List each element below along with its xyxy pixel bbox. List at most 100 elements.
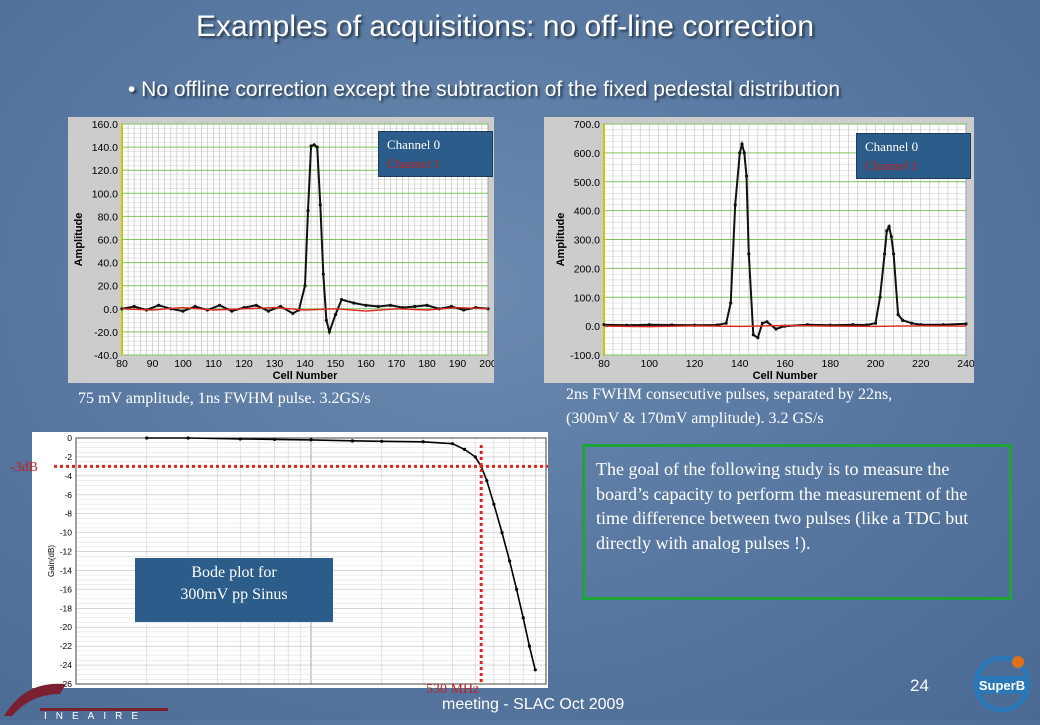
x-tick-label: 90 [147, 358, 159, 370]
data-point [450, 442, 455, 446]
x-tick-label: 140 [731, 358, 749, 370]
data-point [318, 203, 322, 207]
bode-label: Bode plot for 300mV pp Sinus [135, 558, 333, 622]
x-tick-label: 190 [449, 358, 467, 370]
y-tick-label: -40.0 [94, 350, 118, 362]
x-tick-label: 100 [174, 358, 192, 370]
y-tick-label: -100.0 [570, 350, 600, 362]
data-point [887, 224, 891, 229]
y-tick-label: 200.0 [574, 263, 600, 275]
bode-plot: 0-2-4-6-8-10-12-14-16-18-20-22-24-261010… [32, 432, 556, 696]
chart-right: -100.0 0.0 100.0 200.0 300.0 400.0 500.0 600.0 7… [544, 117, 975, 383]
data-point [733, 203, 737, 207]
y-tick-label: -6 [64, 490, 72, 500]
y-axis-label: Amplitude [73, 213, 85, 267]
data-point [376, 304, 380, 309]
data-point [193, 304, 197, 309]
data-point [254, 303, 258, 307]
data-point [120, 307, 124, 311]
x-tick-label: 1000 [537, 686, 548, 688]
data-point [462, 308, 466, 312]
data-point [145, 436, 149, 440]
x-tick-label: 200 [479, 358, 494, 370]
x-tick-label: 170 [388, 358, 406, 370]
data-point [892, 252, 896, 256]
data-point [388, 303, 392, 307]
data-point [380, 439, 384, 443]
data-point [306, 209, 310, 213]
x-tick-label: 200 [867, 358, 885, 370]
caption-left: 75 mV amplitude, 1ns FWHM pulse. 3.2GS/s [78, 390, 371, 407]
data-point [527, 644, 532, 648]
y-tick-label: -14 [60, 565, 73, 575]
data-point [873, 321, 878, 325]
data-point [760, 321, 764, 325]
caption-right-line1: 2ns FWHM consecutive pulses, separated b… [566, 386, 893, 403]
data-point [462, 447, 467, 451]
data-point [500, 531, 504, 535]
x-tick-label: 150 [327, 358, 345, 370]
y-tick-label: 100.0 [92, 188, 118, 200]
data-point [507, 559, 512, 563]
chart-right-legend: Channel 0 Channel 1 [856, 133, 971, 179]
data-point [756, 336, 760, 340]
data-point [889, 235, 893, 239]
x-tick-label: 100 [640, 358, 658, 370]
data-point [181, 309, 185, 313]
data-point [901, 318, 905, 322]
y-tick-label: -22 [60, 641, 73, 651]
data-point [186, 436, 190, 440]
data-point [321, 272, 325, 276]
x-tick-label: 120 [235, 358, 253, 370]
minus3db-label: -3dB [10, 460, 38, 475]
data-point [315, 145, 319, 149]
data-point [473, 455, 477, 459]
data-point [515, 587, 519, 591]
data-point [740, 142, 744, 146]
data-point [521, 616, 525, 620]
y-axis-label: Gain(dB) [47, 545, 56, 577]
data-point [303, 284, 307, 288]
y-tick-label: 0.0 [585, 321, 600, 333]
data-point [291, 311, 295, 316]
data-point [132, 304, 136, 309]
y-tick-label: 0 [67, 433, 72, 443]
x-tick-label: 180 [821, 358, 839, 370]
data-point [492, 502, 496, 506]
superb-logo: SuperB [970, 654, 1034, 716]
x-tick-label: 80 [598, 358, 610, 370]
data-point [449, 304, 453, 309]
data-point [742, 151, 746, 155]
y-tick-label: -8 [64, 509, 72, 519]
data-point [738, 151, 742, 155]
freq-530-label: 530 MHz [426, 682, 480, 697]
svg-text:SuperB: SuperB [979, 678, 1025, 693]
y-tick-label: 20.0 [98, 281, 119, 293]
y-tick-label: 80.0 [98, 211, 119, 223]
chart-left-legend: Channel 0 Channel 1 [378, 131, 493, 177]
x-tick-label: 100 [304, 686, 318, 688]
lal-logo: INEAIRE [0, 672, 170, 722]
data-point [309, 438, 313, 442]
series-line-channel1 [121, 306, 489, 312]
slide-title: Examples of acquisitions: no off-line co… [195, 10, 815, 43]
y-tick-label: -2 [64, 452, 72, 462]
y-tick-label: 160.0 [92, 119, 118, 131]
data-point [485, 478, 489, 483]
bode-label-line1: Bode plot for [191, 564, 277, 581]
y-tick-label: 60.0 [98, 235, 119, 247]
data-point [238, 437, 242, 441]
legend-channel1: Channel 1 [865, 158, 919, 173]
data-point [350, 439, 354, 443]
x-tick-label: 160 [357, 358, 375, 370]
data-point [413, 304, 417, 309]
y-tick-label: 400.0 [574, 206, 600, 218]
chart-left: -40.0 -20.0 0.0 20.0 40.0 60.0 80.0 100.0 120.0 1… [68, 117, 497, 383]
y-tick-label: -16 [60, 584, 73, 594]
legend-channel1: Channel 1 [387, 156, 441, 171]
data-point [878, 295, 882, 299]
x-tick-label: 180 [418, 358, 436, 370]
y-tick-label: -20.0 [94, 327, 118, 339]
y-tick-label: -4 [64, 471, 72, 481]
data-point [774, 327, 778, 331]
